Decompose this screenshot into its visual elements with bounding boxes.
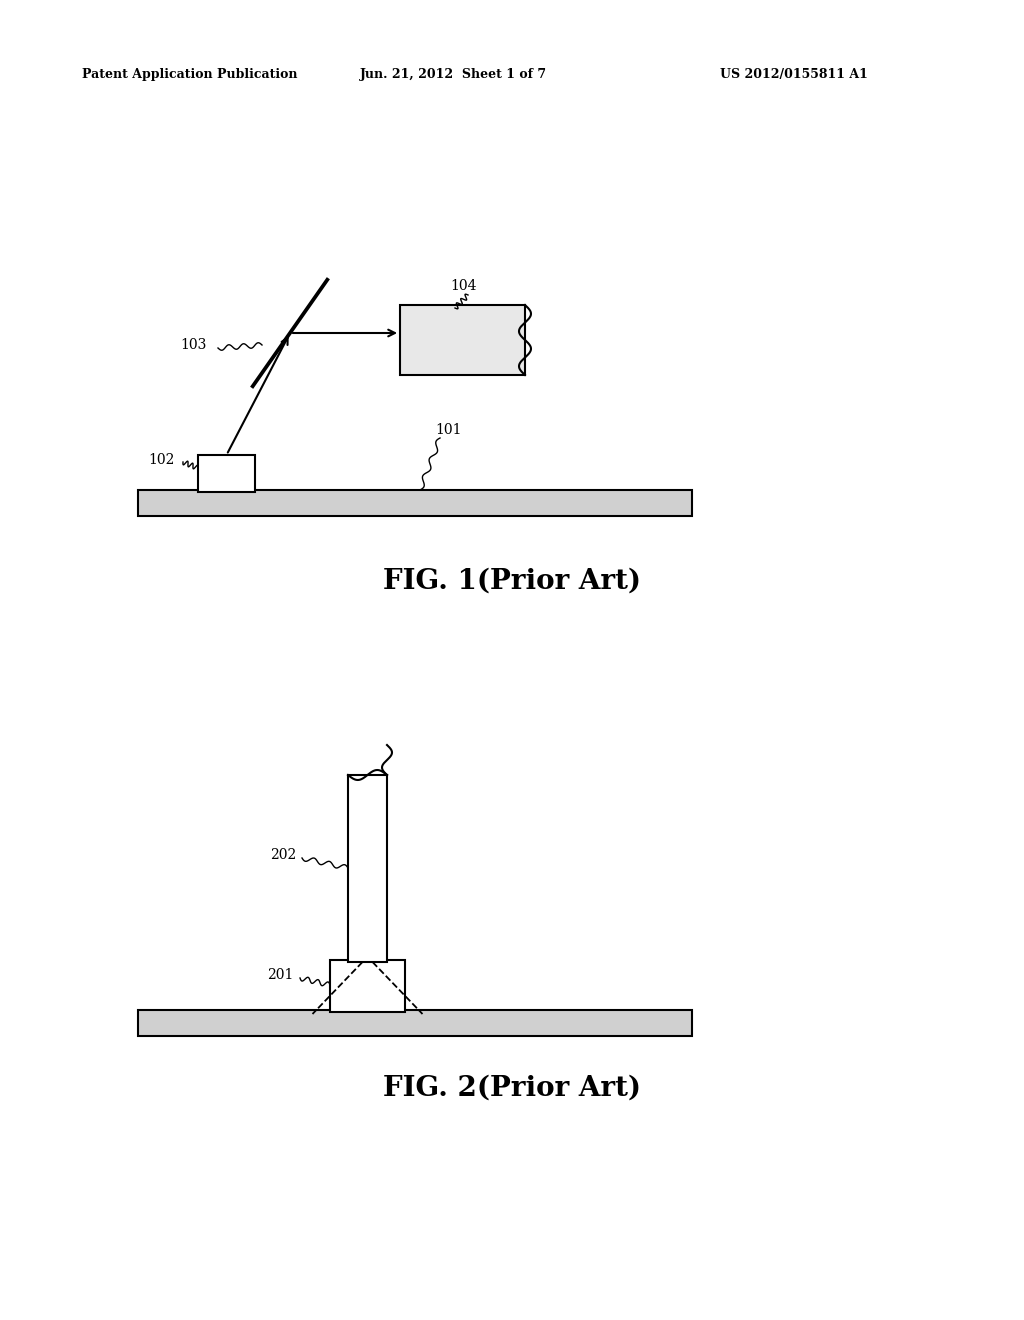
Bar <box>330 960 406 1012</box>
Text: 102: 102 <box>148 453 174 467</box>
Bar <box>400 305 525 375</box>
Text: 202: 202 <box>270 847 296 862</box>
Text: US 2012/0155811 A1: US 2012/0155811 A1 <box>720 69 868 81</box>
Text: 103: 103 <box>180 338 207 352</box>
Bar <box>138 1010 692 1036</box>
Text: FIG. 2(Prior Art): FIG. 2(Prior Art) <box>383 1074 641 1102</box>
Text: Jun. 21, 2012  Sheet 1 of 7: Jun. 21, 2012 Sheet 1 of 7 <box>360 69 547 81</box>
Text: 101: 101 <box>435 422 462 437</box>
Text: 104: 104 <box>450 279 476 293</box>
Text: FIG. 1(Prior Art): FIG. 1(Prior Art) <box>383 568 641 595</box>
Bar <box>138 490 692 516</box>
Bar <box>348 775 387 962</box>
Text: Patent Application Publication: Patent Application Publication <box>82 69 298 81</box>
Text: 201: 201 <box>267 968 293 982</box>
Bar <box>198 455 255 492</box>
